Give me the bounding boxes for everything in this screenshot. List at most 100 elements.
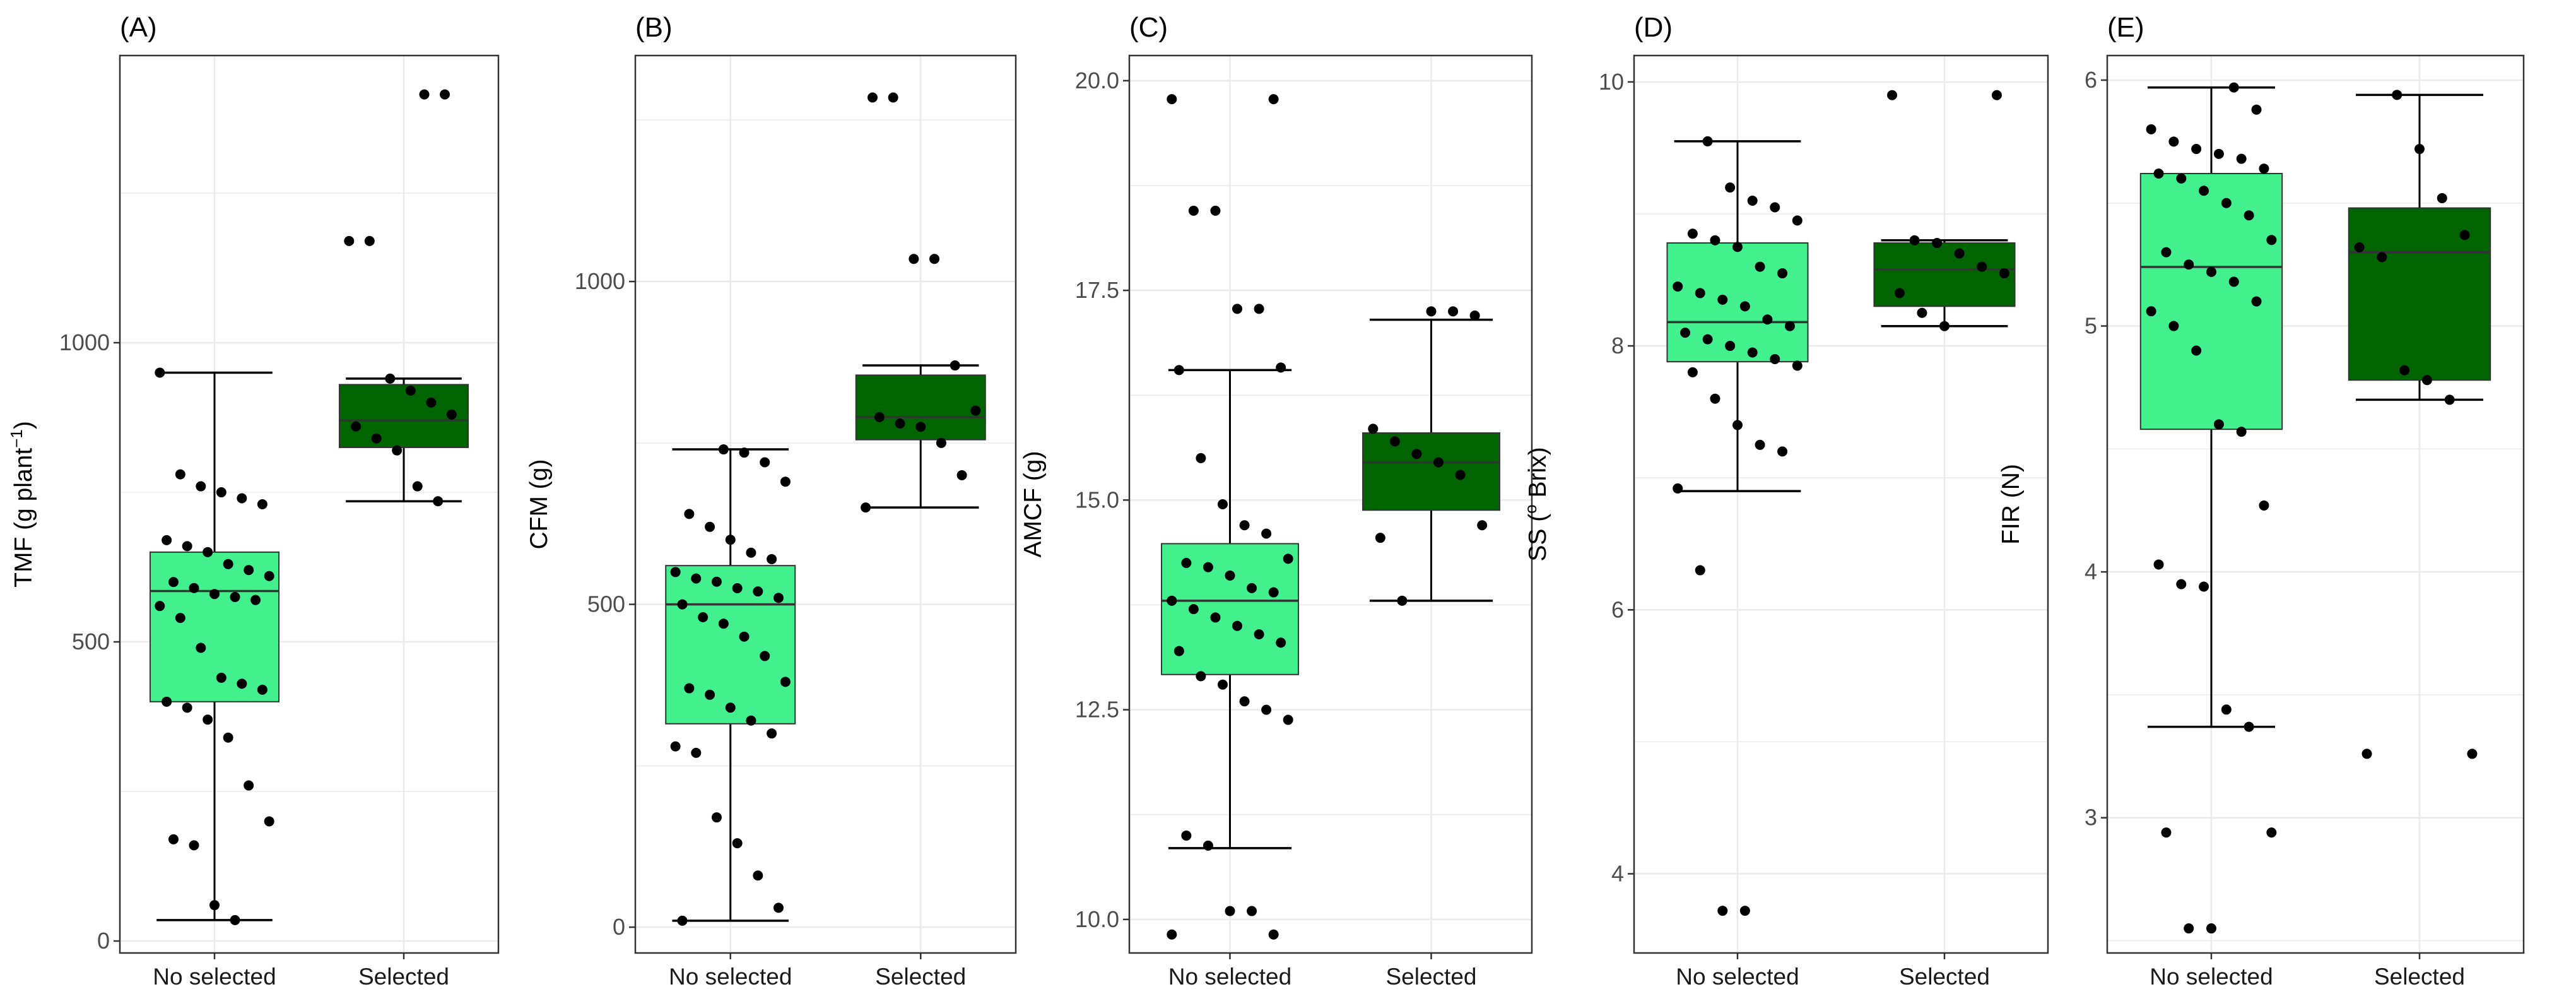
data-point xyxy=(1939,321,1950,331)
box-iqr xyxy=(339,384,469,448)
data-point xyxy=(1210,205,1221,216)
data-point xyxy=(1283,714,1293,725)
data-point xyxy=(677,915,688,926)
y-axis-title-main: FIR (N) xyxy=(1997,464,2025,545)
data-point xyxy=(405,385,416,396)
y-axis-title-main: AMCF (g) xyxy=(1020,451,1047,558)
data-point xyxy=(1717,906,1728,916)
box-iqr xyxy=(665,565,796,725)
data-point xyxy=(257,499,268,509)
y-axis-title: TMF (g plant−1) xyxy=(7,421,37,588)
data-point xyxy=(1932,237,1943,248)
data-point xyxy=(725,535,736,545)
data-point xyxy=(895,418,905,429)
x-category-label: No selected xyxy=(1168,964,1291,990)
data-point xyxy=(1210,612,1221,623)
panel-1: 0 500 1000 No selected Selected (A) TMF (g pla… xyxy=(7,12,500,990)
data-point xyxy=(718,618,729,629)
data-point xyxy=(1261,528,1272,539)
data-point xyxy=(1725,182,1736,193)
y-tick-label: 20.0 xyxy=(1075,68,1119,93)
y-axis-title-main: TMF (g plant xyxy=(10,448,37,588)
data-point xyxy=(773,593,784,603)
data-point xyxy=(1188,205,1199,216)
data-point xyxy=(1276,362,1286,373)
data-point xyxy=(1239,520,1250,531)
y-tick-label: 4 xyxy=(2085,559,2097,584)
data-point xyxy=(1991,90,2002,100)
data-point xyxy=(264,816,274,827)
data-point xyxy=(1755,261,1765,272)
data-point xyxy=(1732,242,1743,252)
data-point xyxy=(419,89,430,100)
y-tick-label: 0 xyxy=(97,928,110,954)
data-point xyxy=(1254,304,1264,314)
data-point xyxy=(2421,375,2432,386)
data-point xyxy=(1999,268,2009,279)
data-point xyxy=(1217,499,1228,509)
data-point xyxy=(2377,252,2387,263)
box-group-selected xyxy=(1873,90,2016,331)
data-point xyxy=(2161,247,2172,257)
data-point xyxy=(412,481,423,492)
data-point xyxy=(2251,104,2262,115)
box-iqr xyxy=(1362,432,1500,511)
data-point xyxy=(1784,321,1795,331)
y-axis-title: FIR (N) xyxy=(1997,464,2025,545)
data-point xyxy=(1239,696,1250,707)
data-point xyxy=(2414,144,2425,155)
data-point xyxy=(175,469,185,480)
panel-border xyxy=(1128,54,1533,954)
data-point xyxy=(257,684,268,695)
y-tick-label: 15.0 xyxy=(1075,487,1119,512)
data-point xyxy=(1181,830,1192,841)
data-point xyxy=(155,601,165,612)
x-category-label: Selected xyxy=(2374,964,2465,990)
data-point xyxy=(2266,827,2277,838)
data-point xyxy=(691,573,702,584)
y-tick-label: 6 xyxy=(1611,596,1624,622)
data-point xyxy=(1217,679,1228,690)
panel-letter: (C) xyxy=(1129,12,1168,43)
y-axis-title-superscript: o xyxy=(1521,504,1540,513)
panel-3: 10.0 12.5 15.0 17.5 20.0 No selected Selected (… xyxy=(1020,12,1533,990)
data-point xyxy=(2459,230,2470,240)
data-point xyxy=(203,547,213,557)
data-point xyxy=(2244,721,2254,732)
data-point xyxy=(888,92,898,103)
data-point xyxy=(244,780,254,791)
data-point xyxy=(189,583,199,593)
data-point xyxy=(1777,268,1788,279)
data-point xyxy=(244,565,254,576)
data-point xyxy=(1702,136,1713,146)
x-category-label: Selected xyxy=(358,964,449,990)
data-point xyxy=(2228,82,2239,93)
data-point xyxy=(1762,314,1773,325)
data-point xyxy=(1368,423,1379,434)
panel-5: 3 4 5 6 No selected Selected (E) FIR (N) xyxy=(1997,12,2525,990)
data-point xyxy=(2399,365,2410,376)
data-point xyxy=(182,541,192,552)
data-point xyxy=(1739,301,1750,312)
data-point xyxy=(2259,163,2269,174)
data-point xyxy=(2191,345,2202,356)
data-point xyxy=(2199,581,2209,592)
panel-letter: (B) xyxy=(635,12,673,43)
data-point xyxy=(1203,840,1213,851)
data-point xyxy=(2168,136,2179,147)
data-point xyxy=(237,678,247,689)
data-point xyxy=(440,89,450,100)
data-point xyxy=(1448,306,1459,317)
data-point xyxy=(718,444,729,455)
data-point xyxy=(746,547,756,558)
data-point xyxy=(1680,328,1691,338)
data-point xyxy=(780,476,791,487)
data-point xyxy=(1173,646,1184,656)
y-tick-label: 10.0 xyxy=(1075,906,1119,932)
data-point xyxy=(203,714,213,725)
box-group-selected xyxy=(2348,90,2491,759)
data-point xyxy=(351,421,362,432)
data-point xyxy=(237,493,247,504)
data-point xyxy=(2213,148,2224,159)
data-point xyxy=(155,367,165,378)
